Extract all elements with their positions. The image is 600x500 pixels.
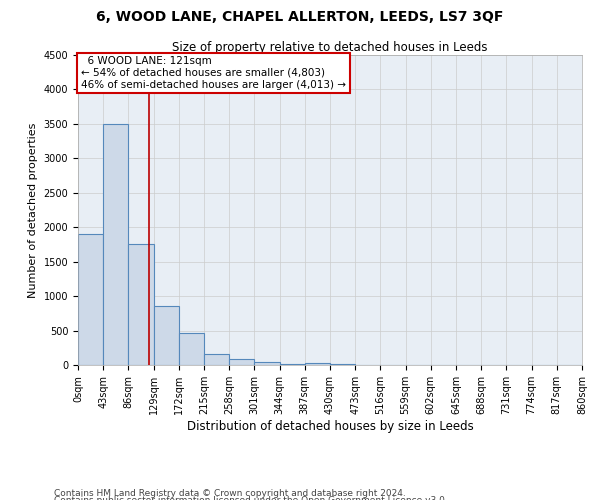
X-axis label: Distribution of detached houses by size in Leeds: Distribution of detached houses by size … (187, 420, 473, 432)
Text: Contains HM Land Registry data © Crown copyright and database right 2024.: Contains HM Land Registry data © Crown c… (54, 488, 406, 498)
Title: Size of property relative to detached houses in Leeds: Size of property relative to detached ho… (172, 41, 488, 54)
Text: 6, WOOD LANE, CHAPEL ALLERTON, LEEDS, LS7 3QF: 6, WOOD LANE, CHAPEL ALLERTON, LEEDS, LS… (97, 10, 503, 24)
Y-axis label: Number of detached properties: Number of detached properties (28, 122, 38, 298)
Bar (254, 362, 280, 365)
Text: 6 WOOD LANE: 121sqm
← 54% of detached houses are smaller (4,803)
46% of semi-det: 6 WOOD LANE: 121sqm ← 54% of detached ho… (81, 56, 346, 90)
Bar (179, 334, 204, 365)
Text: Contains public sector information licensed under the Open Government Licence v3: Contains public sector information licen… (54, 496, 448, 500)
Bar (154, 306, 179, 365)
Bar (330, 364, 355, 365)
Bar (305, 363, 330, 365)
Bar (103, 124, 128, 365)
Bar (204, 354, 229, 365)
Bar (280, 364, 305, 365)
Bar (229, 359, 254, 365)
Bar (78, 234, 103, 365)
Bar (128, 244, 154, 365)
